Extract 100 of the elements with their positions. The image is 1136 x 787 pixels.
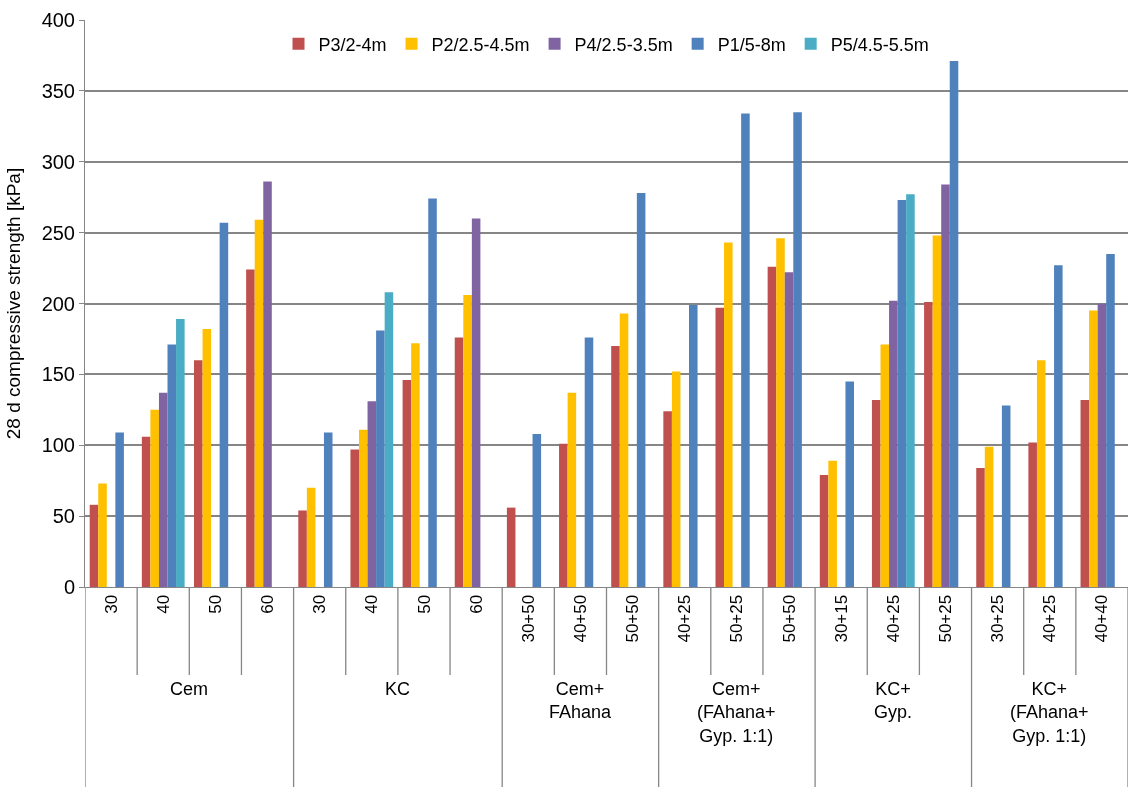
bar xyxy=(89,504,99,587)
category-label: 40 xyxy=(153,594,173,614)
category-label: 30+15 xyxy=(831,594,851,643)
category-label: 60 xyxy=(466,594,486,614)
bar xyxy=(263,181,272,587)
bar xyxy=(193,360,203,587)
bar xyxy=(463,295,472,587)
bar xyxy=(367,401,377,587)
bar xyxy=(1106,253,1115,587)
y-tick-label: 150 xyxy=(41,363,75,386)
bar xyxy=(150,409,159,587)
bar xyxy=(202,329,212,587)
bar xyxy=(724,242,733,587)
bar xyxy=(246,269,255,587)
bar xyxy=(932,235,942,587)
category-label: Cem+ FAhana xyxy=(549,679,612,723)
bar xyxy=(384,292,394,587)
bar xyxy=(428,198,437,587)
category-label: 60 xyxy=(258,594,278,614)
bar xyxy=(671,371,681,587)
category-label: 40+50 xyxy=(570,594,590,643)
bar xyxy=(845,381,854,587)
legend-label: P3/2-4m xyxy=(318,34,387,55)
bar xyxy=(1054,265,1063,587)
bar xyxy=(454,337,464,587)
y-axis-title: 28 d compressive strength [kPa] xyxy=(3,167,25,440)
bar xyxy=(219,222,229,587)
bar xyxy=(359,429,368,587)
bar xyxy=(411,343,420,587)
category-label: KC+ Gyp. xyxy=(874,679,913,723)
bar xyxy=(1001,405,1011,587)
bar xyxy=(141,436,151,587)
bar xyxy=(350,449,359,587)
bar xyxy=(176,319,185,587)
bar xyxy=(506,507,516,587)
bar xyxy=(767,266,777,587)
bar xyxy=(532,433,542,587)
bar xyxy=(611,346,620,587)
bar xyxy=(715,307,725,587)
category-label: 30 xyxy=(101,594,121,614)
bar xyxy=(584,337,594,587)
category-label: 30+50 xyxy=(518,594,538,643)
bar xyxy=(115,432,124,587)
bar xyxy=(949,61,959,587)
bar xyxy=(793,112,802,587)
category-label: 50 xyxy=(414,594,434,614)
bar xyxy=(906,194,915,587)
category-label: KC+ (FAhana+ Gyp. 1:1) xyxy=(1010,679,1089,746)
bar xyxy=(689,304,698,587)
bar xyxy=(559,443,568,587)
y-tick-label: 200 xyxy=(41,292,75,315)
bar xyxy=(471,218,481,587)
category-label: 40+25 xyxy=(675,594,695,643)
legend-label: P2/2.5-4.5m xyxy=(431,34,530,55)
bar xyxy=(298,510,307,587)
bar xyxy=(663,411,672,587)
bar xyxy=(828,460,837,587)
bar xyxy=(636,192,646,587)
bar xyxy=(871,399,881,587)
bar xyxy=(1097,303,1107,587)
y-tick-label: 100 xyxy=(41,434,75,457)
category-label: 40+25 xyxy=(883,594,903,643)
bar xyxy=(323,432,333,587)
category-label: 40+25 xyxy=(1040,594,1060,643)
bar xyxy=(976,467,985,587)
category-label: 40+40 xyxy=(1092,594,1112,643)
bar xyxy=(567,392,577,587)
y-tick-label: 250 xyxy=(41,221,75,244)
bar xyxy=(1089,310,1098,587)
category-label: 50+50 xyxy=(623,594,643,643)
bar xyxy=(984,446,994,587)
bar xyxy=(784,272,794,587)
bar xyxy=(254,219,264,587)
legend-label: P1/5-8m xyxy=(717,34,786,55)
bar xyxy=(167,344,177,587)
bar xyxy=(889,300,898,587)
y-tick-label: 350 xyxy=(41,79,75,102)
category-label: 40 xyxy=(362,594,382,614)
bar xyxy=(741,113,750,587)
legend-label: P5/4.5-5.5m xyxy=(830,34,929,55)
bar xyxy=(1080,399,1090,587)
category-label: 50+50 xyxy=(779,594,799,643)
legend-label: P4/2.5-3.5m xyxy=(574,34,673,55)
bar xyxy=(776,238,785,587)
bar xyxy=(819,475,829,587)
category-label: 30+25 xyxy=(988,594,1008,643)
bar xyxy=(306,487,316,587)
bar xyxy=(402,380,412,587)
bar xyxy=(880,344,890,587)
bar xyxy=(924,302,933,587)
bar xyxy=(98,483,107,587)
category-label: 50+25 xyxy=(936,594,956,643)
bar xyxy=(1036,360,1046,587)
category-label: Cem+ (FAhana+ Gyp. 1:1) xyxy=(697,679,776,746)
y-tick-label: 50 xyxy=(52,505,75,528)
bar xyxy=(1028,442,1037,587)
category-label: 50+25 xyxy=(727,594,747,643)
category-label: 50 xyxy=(205,594,225,614)
category-label: 30 xyxy=(310,594,330,614)
bar xyxy=(941,184,950,587)
